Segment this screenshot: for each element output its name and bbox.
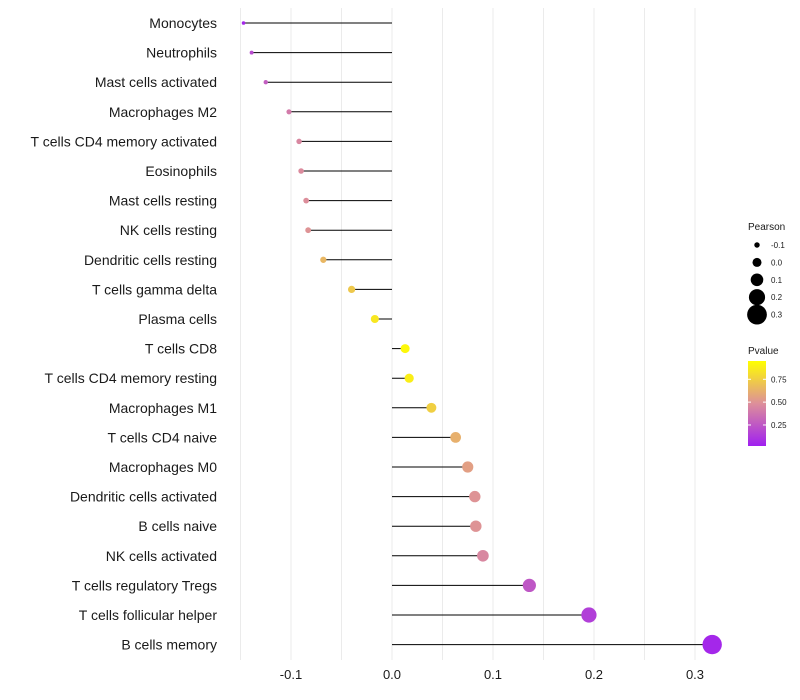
category-label: Dendritic cells activated [70,489,217,505]
x-tick-label: 0.0 [383,667,401,682]
lollipop-point [581,607,597,623]
size-legend-title: Pearson [748,222,785,233]
lollipop-point [263,80,268,85]
category-label: Eosinophils [145,163,217,179]
category-label: NK cells activated [106,548,217,564]
category-label: Monocytes [149,15,217,31]
color-legend-bar [748,361,766,446]
size-legend-label: -0.1 [771,241,785,250]
x-tick-label: -0.1 [280,667,302,682]
lollipop-point [347,285,356,294]
lollipop-point [320,256,327,263]
size-legend-label: 0.1 [771,276,783,285]
category-label: Macrophages M1 [109,400,217,416]
category-label: T cells gamma delta [92,281,217,297]
category-label: Neutrophils [146,45,217,61]
x-tick-label: 0.3 [686,667,704,682]
category-label: Mast cells resting [109,193,217,209]
lollipop-point [404,373,414,383]
size-legend-key [748,289,766,306]
category-label: Dendritic cells resting [84,252,217,268]
lollipop-point [462,461,474,473]
size-legend-key [752,257,762,267]
lollipop-point [286,109,292,115]
category-label: T cells follicular helper [79,607,218,623]
lollipop-point [470,520,482,532]
lollipop-point [370,314,379,324]
category-label: Mast cells activated [95,74,217,90]
size-legend-key [747,304,767,325]
lollipop-point [298,168,304,174]
size-legend-label: 0.3 [771,311,783,320]
color-legend-title: Pvalue [748,346,779,357]
lollipop-point [400,344,410,354]
category-label: B cells naive [138,518,217,534]
size-legend-label: 0.2 [771,293,783,302]
size-legend-key [754,242,760,248]
lollipop-point [303,197,310,204]
category-label: T cells CD8 [145,341,217,357]
lollipop-point [241,21,246,25]
lollipop-point [522,578,536,593]
color-legend-label: 0.50 [771,398,787,407]
x-tick-label: 0.1 [484,667,502,682]
category-label: NK cells resting [120,222,217,238]
lollipop-point [702,634,722,655]
x-tick-label: 0.2 [585,667,603,682]
color-legend-label: 0.25 [771,421,787,430]
size-legend-label: 0.0 [771,258,783,267]
category-label: Macrophages M2 [109,104,217,120]
color-legend-label: 0.75 [771,375,787,384]
size-legend-key [750,273,764,287]
lollipop-point [296,138,302,145]
lollipop-point [469,490,481,503]
category-label: T cells CD4 memory activated [31,133,217,149]
lollipop-point [249,50,254,55]
lollipop-point [305,227,312,234]
lollipop-point [477,549,489,562]
category-label: T cells CD4 memory resting [45,370,217,386]
category-label: B cells memory [121,637,217,653]
lollipop-point [426,402,437,413]
lollipop-point [450,432,462,443]
category-label: Plasma cells [138,311,217,327]
category-label: Macrophages M0 [109,459,217,475]
category-label: T cells regulatory Tregs [72,577,217,593]
category-label: T cells CD4 naive [108,429,218,445]
